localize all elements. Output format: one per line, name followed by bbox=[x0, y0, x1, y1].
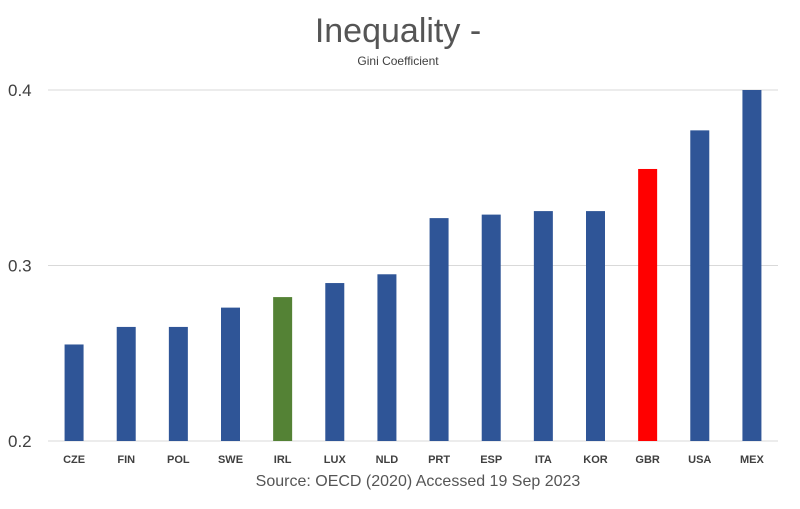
bar-ita bbox=[533, 211, 553, 441]
chart-title: Inequality - bbox=[315, 12, 481, 50]
x-tick-label: ITA bbox=[535, 454, 552, 466]
y-tick-label: 0.2 bbox=[8, 432, 32, 451]
bar-cze bbox=[64, 344, 84, 441]
chart-subtitle: Gini Coefficient bbox=[357, 54, 439, 68]
y-tick-label: 0.3 bbox=[8, 257, 32, 276]
x-tick-label: USA bbox=[688, 454, 711, 466]
bar-mex bbox=[742, 90, 762, 441]
x-tick-label: FIN bbox=[117, 454, 135, 466]
bar-swe bbox=[221, 307, 240, 441]
bar-gbr bbox=[638, 168, 658, 441]
y-axis-ticks: 0.2 0.3 0.4 bbox=[8, 81, 32, 451]
bar-prt bbox=[429, 218, 449, 441]
x-tick-label: POL bbox=[167, 454, 190, 466]
x-tick-label: ESP bbox=[480, 454, 502, 466]
x-axis-ticks: CZE FIN POL SWE IRL LUX NLD PRT ESP ITA KOR GBR USA M… bbox=[63, 454, 764, 466]
bar-usa bbox=[690, 130, 710, 442]
x-tick-label: CZE bbox=[63, 454, 85, 466]
x-tick-label: MEX bbox=[740, 454, 765, 466]
x-tick-label: LUX bbox=[324, 454, 347, 466]
x-tick-label: NLD bbox=[376, 454, 399, 466]
x-tick-label: KOR bbox=[583, 454, 608, 466]
bars bbox=[64, 90, 762, 442]
bar-pol bbox=[168, 326, 188, 441]
y-tick-label: 0.4 bbox=[8, 81, 32, 100]
bar-irl bbox=[273, 297, 293, 441]
bar-kor bbox=[586, 211, 605, 441]
bar-lux bbox=[325, 283, 345, 441]
x-tick-label: IRL bbox=[274, 454, 292, 466]
bar-fin bbox=[116, 326, 136, 441]
x-tick-label: PRT bbox=[428, 454, 450, 466]
x-tick-label: GBR bbox=[635, 454, 660, 466]
x-tick-label: SWE bbox=[218, 454, 243, 466]
bar-esp bbox=[481, 214, 501, 441]
chart-source: Source: OECD (2020) Accessed 19 Sep 2023 bbox=[256, 473, 581, 490]
bar-nld bbox=[377, 274, 397, 441]
gridlines bbox=[48, 89, 778, 442]
